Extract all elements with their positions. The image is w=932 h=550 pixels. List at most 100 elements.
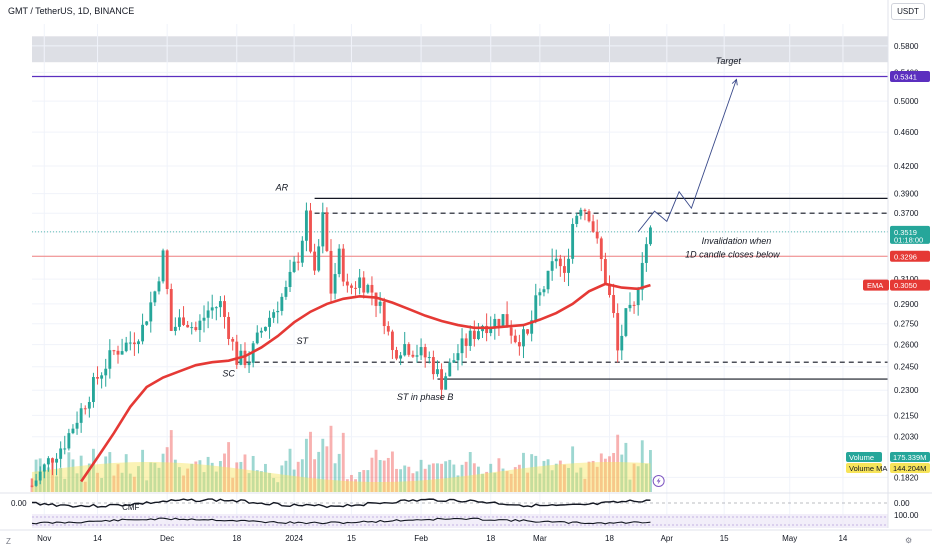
price-tick-label: 0.4200 <box>894 162 919 171</box>
candle-body <box>161 250 165 282</box>
annotation-label: Invalidation when <box>702 236 772 246</box>
volume-bar <box>530 454 534 492</box>
price-tick-label: 0.2900 <box>894 300 919 309</box>
volume-bar <box>411 473 415 492</box>
candle-body <box>96 377 99 379</box>
candle-body <box>46 458 50 465</box>
candle-body <box>63 448 67 450</box>
target-zone <box>32 36 888 63</box>
annotation-label: Target <box>716 56 742 66</box>
volume-bar <box>620 454 624 492</box>
candle-body <box>34 480 38 486</box>
candle-body <box>51 458 54 463</box>
grid-layer <box>32 24 888 528</box>
volume-bar <box>554 463 558 492</box>
zoom-button[interactable]: Z <box>6 537 11 546</box>
volume-bar <box>300 459 304 492</box>
volume-bar <box>591 460 595 492</box>
candle-body <box>42 464 46 472</box>
volume-bar <box>431 463 435 492</box>
volume-bar <box>608 456 611 492</box>
candle-body <box>526 329 530 334</box>
time-tick-label: Nov <box>37 534 51 543</box>
candle-body <box>554 258 558 262</box>
candle-body <box>513 335 517 343</box>
volume-bar <box>603 458 607 492</box>
volume-bar <box>440 463 444 492</box>
candle-body <box>538 292 542 296</box>
candle-body <box>157 281 161 292</box>
candle-body <box>403 344 407 356</box>
volume-bar <box>259 471 263 492</box>
volume-bar <box>132 476 136 492</box>
settings-icon[interactable]: ⚙ <box>905 536 913 545</box>
candle-body <box>329 250 333 294</box>
volume-bar <box>157 467 161 492</box>
candle-body <box>493 318 497 329</box>
volume-layer <box>30 425 652 492</box>
volume-bar <box>583 478 587 492</box>
candle-body <box>67 433 71 449</box>
candle-body <box>485 325 489 334</box>
volume-bar <box>341 432 345 492</box>
annotation-label: ST <box>297 336 310 346</box>
candle-body <box>411 354 415 357</box>
candle-body <box>362 277 366 293</box>
candle-body <box>546 270 550 290</box>
time-tick-label: Feb <box>414 534 428 543</box>
volume-bar <box>284 460 288 492</box>
candle-body <box>268 317 271 327</box>
volume-bar <box>522 452 525 492</box>
volume-legend-label: Volume <box>849 453 874 462</box>
lower-pane-right-tick: 100.00 <box>894 511 919 520</box>
volume-bar <box>460 464 464 492</box>
volume-legend-value-box <box>890 463 930 473</box>
candle-body <box>313 251 317 271</box>
time-tick-label: Mar <box>533 534 547 543</box>
volume-bar <box>243 454 247 492</box>
volume-bar <box>141 449 145 492</box>
candle-body <box>591 221 595 232</box>
candle-body <box>571 223 575 259</box>
volume-bar <box>296 461 300 492</box>
volume-bar <box>517 464 521 492</box>
volume-bar <box>403 465 407 492</box>
ema-layer <box>80 282 651 483</box>
cmf-right-tick: 0.00 <box>894 499 910 508</box>
volume-bar <box>182 475 185 492</box>
volume-bar <box>231 477 235 492</box>
candle-body <box>255 332 259 344</box>
time-tick-label: 18 <box>605 534 614 543</box>
volume-bar <box>497 458 501 492</box>
candle-body <box>79 408 83 423</box>
currency-selector-button[interactable]: USDT <box>891 3 925 20</box>
volume-bar <box>116 464 120 492</box>
candle-body <box>227 316 231 339</box>
candle-body <box>489 328 493 334</box>
candle-body <box>644 244 648 263</box>
volume-bar <box>362 470 366 492</box>
price-badge-invalidation <box>890 250 930 262</box>
volume-bar <box>100 477 104 492</box>
candle-body <box>427 357 431 359</box>
candle-body <box>534 295 538 321</box>
candle-body <box>317 246 321 271</box>
candle-body <box>415 355 419 357</box>
candle-body <box>214 307 218 309</box>
candle-body <box>563 266 566 273</box>
ema-badge-value: 0.3050 <box>894 281 917 290</box>
volume-legend-label: Volume MA <box>849 464 887 473</box>
volume-bar <box>87 463 91 492</box>
candle-body <box>165 250 169 289</box>
candle-body <box>108 350 112 369</box>
candle-body <box>370 284 374 293</box>
volume-bar <box>395 468 398 492</box>
volume-bar <box>378 460 382 492</box>
volume-bar <box>489 463 493 492</box>
price-tick-label: 0.5000 <box>894 97 919 106</box>
candle-body <box>71 428 75 434</box>
volume-bar <box>63 478 67 492</box>
volume-bar <box>354 479 357 492</box>
volume-bar <box>247 473 251 492</box>
